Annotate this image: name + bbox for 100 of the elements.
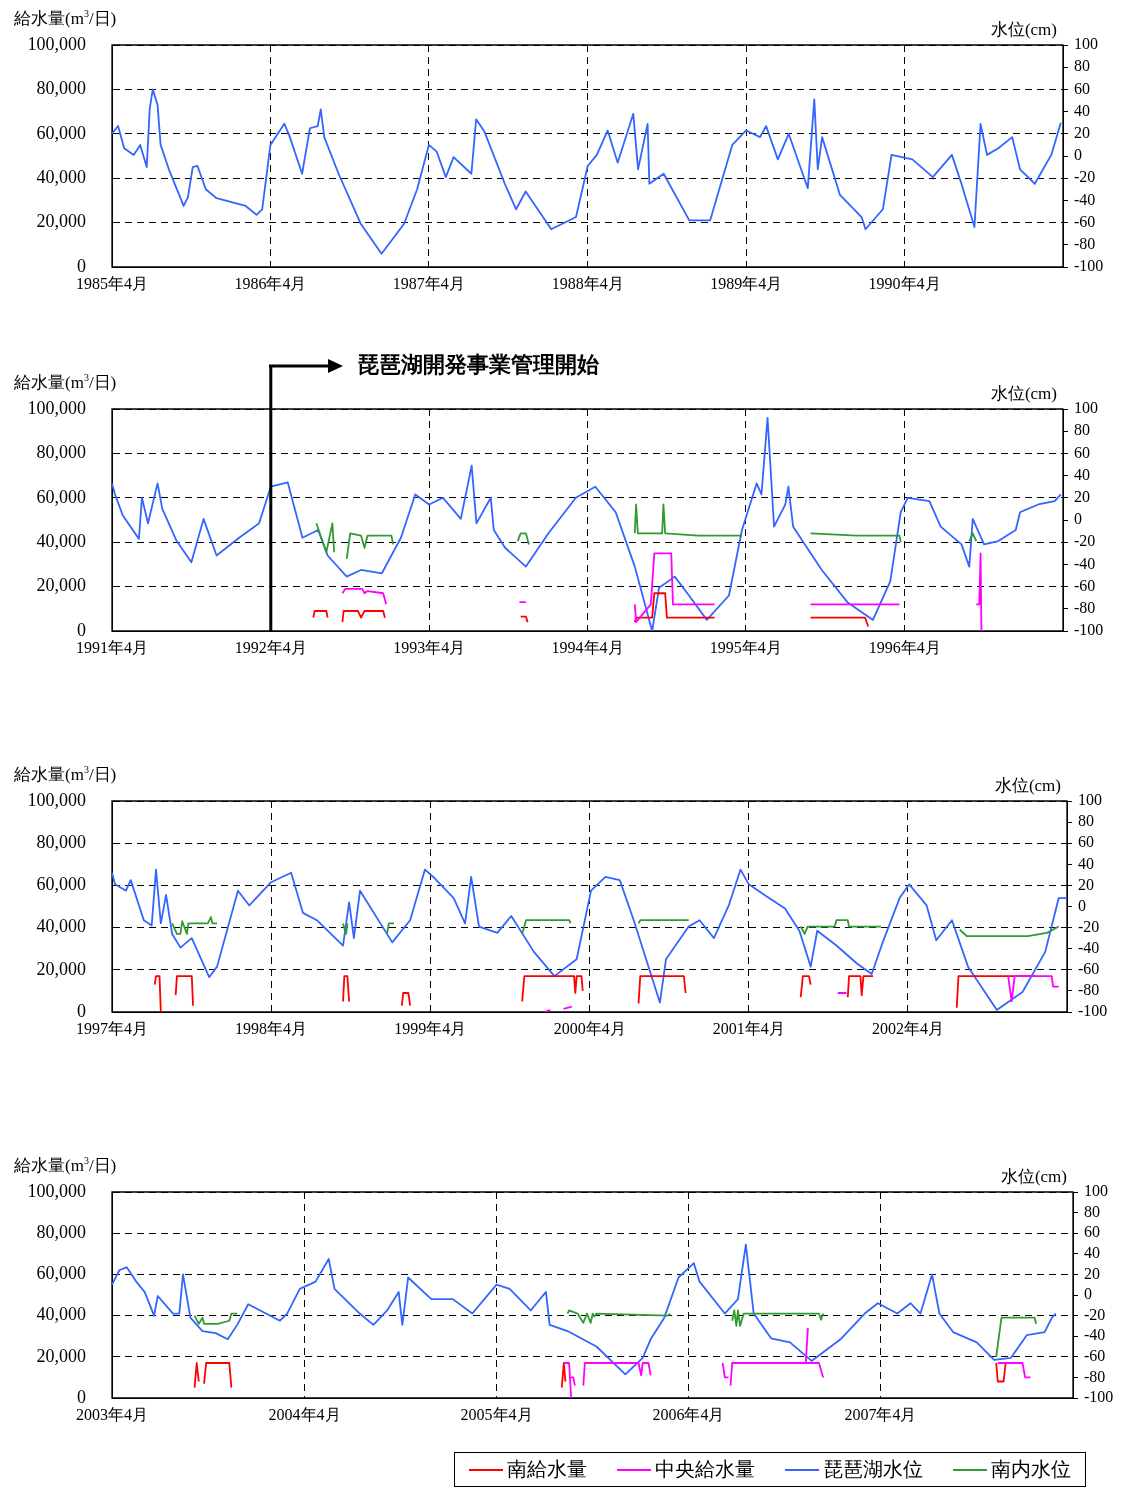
y-tick-label: 60,000: [36, 874, 86, 895]
y2-axis-title: 水位(cm): [990, 384, 1057, 403]
y2-tick-label: -100: [1078, 1002, 1108, 1020]
y2-tick-label: -60: [1084, 1347, 1106, 1364]
y2-tick-label: 80: [1084, 1202, 1100, 1220]
x-tick-label: 1989年4月: [710, 274, 783, 292]
y2-tick-label: -20: [1084, 1305, 1106, 1323]
y2-axis-title: 水位(cm): [1000, 1167, 1067, 1186]
y2-tick-label: 80: [1078, 812, 1094, 830]
y2-tick-label: 20: [1074, 488, 1090, 505]
y2-tick-label: 0: [1078, 896, 1086, 914]
y-tick-label: 60,000: [36, 486, 86, 507]
y-tick-label: 0: [77, 1386, 86, 1407]
y-tick-label: 60,000: [36, 122, 86, 143]
y2-tick-label: 0: [1084, 1285, 1092, 1303]
x-tick-label: 2002年4月: [871, 1019, 944, 1037]
y2-tick-label: 80: [1074, 421, 1090, 439]
y2-tick-label: 40: [1084, 1244, 1100, 1261]
x-tick-label: 1996年4月: [868, 638, 941, 656]
y2-tick-label: 60: [1074, 79, 1090, 97]
y2-tick-label: 40: [1074, 465, 1090, 483]
x-tick-label: 1995年4月: [709, 638, 782, 656]
y-tick-label: 0: [77, 619, 86, 640]
y-tick-label: 0: [77, 255, 86, 276]
y2-tick-label: -20: [1078, 917, 1100, 935]
y2-axis-title: 水位(cm): [990, 20, 1057, 39]
y2-tick-label: 100: [1078, 791, 1102, 809]
y-tick-label: 100,000: [27, 397, 86, 418]
y2-tick-label: -20: [1074, 532, 1096, 550]
y2-tick-label: -80: [1074, 235, 1096, 252]
x-tick-label: 1992年4月: [234, 638, 307, 656]
y2-tick-label: -100: [1074, 257, 1104, 275]
y2-tick-label: -40: [1084, 1326, 1106, 1344]
y2-tick-label: 40: [1074, 101, 1090, 119]
x-tick-label: 2001年4月: [712, 1019, 785, 1037]
x-tick-label: 1994年4月: [551, 638, 624, 656]
y2-tick-label: 20: [1084, 1264, 1100, 1282]
y2-tick-label: -60: [1074, 212, 1096, 230]
y-tick-label: 20,000: [36, 211, 86, 232]
y2-tick-label: 60: [1084, 1223, 1100, 1241]
y2-tick-label: 20: [1074, 124, 1090, 141]
x-tick-label: 1990年4月: [868, 274, 941, 292]
y-tick-label: 100,000: [27, 1180, 86, 1201]
y-tick-label: 0: [77, 1000, 86, 1021]
y-tick-label: 40,000: [36, 166, 86, 187]
x-tick-label: 2006年4月: [652, 1405, 725, 1423]
x-tick-label: 1985年4月: [76, 274, 148, 292]
y-tick-label: 60,000: [36, 1263, 86, 1284]
legend-label: 琵琶湖水位: [823, 1457, 923, 1482]
y2-tick-label: -40: [1074, 554, 1096, 572]
y2-tick-label: -60: [1078, 960, 1100, 977]
x-tick-label: 2007年4月: [844, 1405, 917, 1423]
y2-tick-label: 100: [1084, 1182, 1108, 1200]
y-tick-label: 80,000: [36, 78, 86, 99]
y2-tick-label: -20: [1074, 168, 1096, 186]
y-tick-label: 40,000: [36, 530, 86, 551]
y2-tick-label: -80: [1074, 599, 1096, 616]
legend-label: 中央給水量: [655, 1457, 755, 1482]
y-tick-label: 80,000: [36, 442, 86, 463]
x-tick-label: 1986年4月: [234, 274, 307, 292]
y2-tick-label: 100: [1074, 35, 1098, 53]
y-tick-label: 20,000: [36, 958, 86, 979]
y2-tick-label: 80: [1074, 57, 1090, 75]
y-tick-label: 100,000: [27, 33, 86, 54]
y2-tick-label: -80: [1084, 1367, 1106, 1385]
y-tick-label: 80,000: [36, 831, 86, 852]
y2-tick-label: 0: [1074, 510, 1082, 528]
x-tick-label: 1997年4月: [76, 1019, 148, 1037]
y2-axis-title: 水位(cm): [994, 776, 1061, 795]
y-tick-label: 40,000: [36, 1304, 86, 1325]
y2-tick-label: -100: [1074, 621, 1104, 639]
x-tick-label: 1993年4月: [393, 638, 466, 656]
x-tick-label: 2004年4月: [268, 1405, 341, 1423]
ref-line-label: 琵琶湖開発事業管理開始: [356, 351, 599, 377]
y2-tick-label: -60: [1074, 576, 1096, 594]
x-tick-label: 1988年4月: [551, 274, 624, 292]
y-tick-label: 20,000: [36, 575, 86, 596]
y-tick-label: 100,000: [27, 789, 86, 810]
y2-tick-label: -40: [1074, 190, 1096, 208]
y2-tick-label: 60: [1078, 833, 1094, 851]
x-tick-label: 1999年4月: [394, 1019, 467, 1037]
x-tick-label: 2000年4月: [553, 1019, 626, 1037]
y-tick-label: 80,000: [36, 1221, 86, 1242]
y-tick-label: 40,000: [36, 916, 86, 937]
y2-tick-label: 40: [1078, 854, 1094, 872]
x-tick-label: 1991年4月: [76, 638, 148, 656]
y2-tick-label: 60: [1074, 443, 1090, 461]
y2-tick-label: -80: [1078, 981, 1100, 999]
y2-tick-label: -40: [1078, 938, 1100, 956]
x-tick-label: 1987年4月: [392, 274, 465, 292]
legend-label: 南給水量: [507, 1457, 587, 1482]
x-tick-label: 1998年4月: [235, 1019, 308, 1037]
y2-tick-label: 100: [1074, 399, 1098, 417]
x-tick-label: 2003年4月: [76, 1405, 148, 1423]
legend-label: 南内水位: [991, 1457, 1071, 1482]
y2-tick-label: -100: [1084, 1388, 1114, 1406]
y2-tick-label: 20: [1078, 875, 1094, 893]
x-tick-label: 2005年4月: [460, 1405, 533, 1423]
y-tick-label: 20,000: [36, 1345, 86, 1366]
y2-tick-label: 0: [1074, 146, 1082, 164]
